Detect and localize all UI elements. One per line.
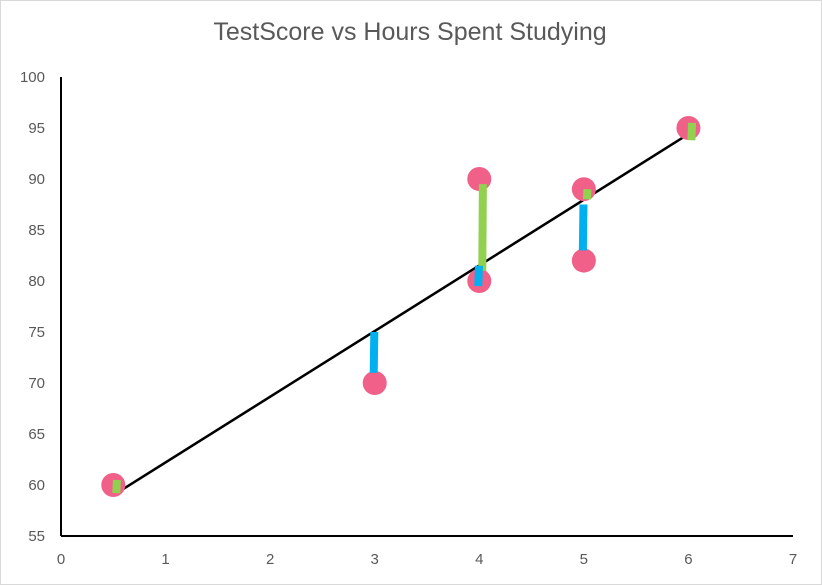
y-tick-label: 75 [28, 324, 45, 341]
points-layer [101, 116, 701, 497]
x-tick-label: 0 [57, 551, 65, 568]
residuals-layer [112, 122, 697, 494]
residual-positive [582, 188, 592, 200]
y-tick-label: 80 [28, 273, 45, 290]
residual-positive [112, 479, 121, 494]
x-tick-label: 6 [684, 551, 692, 568]
y-tick-label: 65 [28, 426, 45, 443]
residual-negative [474, 265, 483, 287]
y-tick-label: 55 [28, 528, 45, 545]
x-tick-label: 4 [475, 551, 483, 568]
y-tick-label: 100 [20, 69, 45, 86]
y-tick-labels: 55 60 65 70 75 80 85 90 95 100 [20, 69, 45, 545]
y-tick-label: 95 [28, 120, 45, 137]
residual-positive [478, 184, 487, 271]
y-tick-label: 70 [28, 375, 45, 392]
y-tick-label: 60 [28, 477, 45, 494]
x-tick-label: 2 [266, 551, 274, 568]
trendline [112, 133, 690, 497]
data-point [362, 371, 387, 395]
x-tick-label: 1 [161, 551, 169, 568]
chart-title: TestScore vs Hours Spent Studying [213, 18, 607, 46]
y-tick-label: 90 [28, 171, 45, 188]
residual-negative [578, 204, 588, 251]
data-point [571, 248, 596, 273]
residual-negative [369, 331, 379, 373]
trendline-layer [112, 133, 690, 497]
axes-layer [60, 77, 793, 537]
x-tick-label: 5 [580, 551, 588, 568]
y-tick-label: 85 [28, 222, 45, 239]
x-tick-label: 3 [371, 551, 379, 568]
x-tick-label: 7 [789, 551, 797, 568]
x-tick-labels: 0 1 2 3 4 5 6 7 [57, 551, 797, 568]
residual-positive [687, 122, 697, 141]
